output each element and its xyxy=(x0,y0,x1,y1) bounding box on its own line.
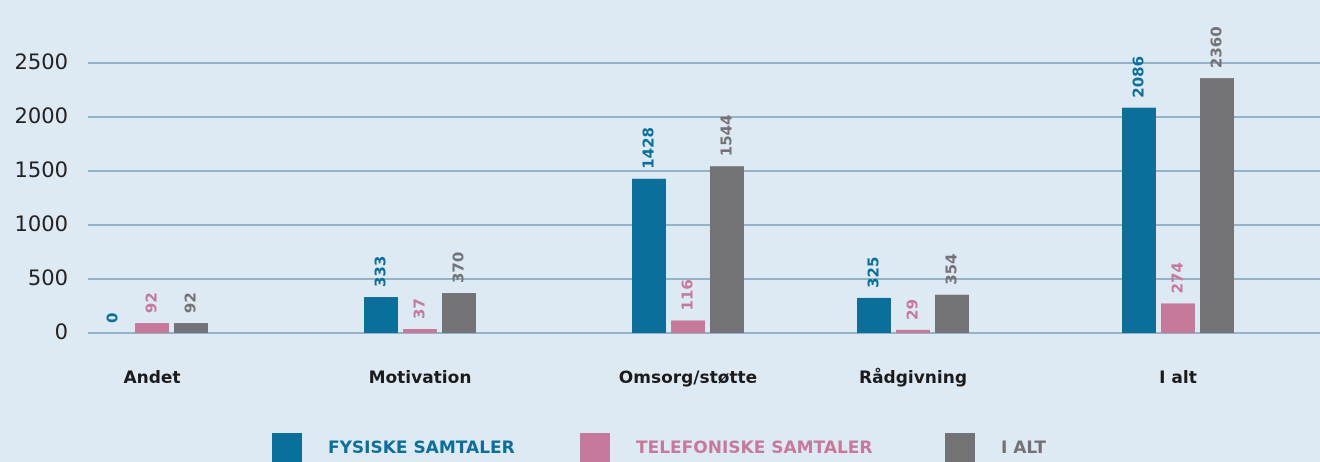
y-tick-label: 1000 xyxy=(15,212,68,236)
bar xyxy=(364,297,398,333)
bar xyxy=(671,320,705,333)
bar xyxy=(896,329,930,333)
bar xyxy=(1161,303,1195,333)
bar xyxy=(174,323,208,333)
value-label: 370 xyxy=(450,252,468,283)
value-label: 274 xyxy=(1169,262,1187,293)
x-tick-label: Rådgivning xyxy=(859,366,967,388)
bar xyxy=(1122,107,1156,333)
x-tick-label: Omsorg/støtte xyxy=(619,368,757,388)
x-tick-label: Motivation xyxy=(369,368,472,388)
value-label: 92 xyxy=(143,292,161,313)
value-label: 29 xyxy=(904,299,922,320)
value-label: 2086 xyxy=(1130,56,1148,98)
value-label: 116 xyxy=(679,279,697,310)
value-label: 333 xyxy=(372,256,390,287)
y-tick-label: 500 xyxy=(28,266,68,290)
y-tick-label: 1500 xyxy=(15,158,68,182)
value-label: 92 xyxy=(182,292,200,313)
y-tick-label: 2500 xyxy=(15,50,68,74)
bar xyxy=(857,297,891,333)
bar xyxy=(935,294,969,333)
bar xyxy=(710,166,744,333)
legend-label: I ALT xyxy=(1001,438,1046,458)
bar xyxy=(632,178,666,333)
x-tick-label: Andet xyxy=(123,368,180,388)
value-label: 1544 xyxy=(718,114,736,156)
legend-swatch xyxy=(580,433,610,462)
x-tick-label: I alt xyxy=(1159,368,1197,388)
legend-label: FYSISKE SAMTALER xyxy=(328,438,515,458)
value-label: 0 xyxy=(104,313,122,323)
bar xyxy=(1200,78,1234,334)
bar xyxy=(442,293,476,333)
bar xyxy=(135,323,169,333)
y-tick-label: 0 xyxy=(55,320,68,344)
legend-swatch xyxy=(272,433,302,462)
value-label: 2360 xyxy=(1208,26,1226,68)
value-label: 1428 xyxy=(640,127,658,169)
value-label: 354 xyxy=(943,253,961,284)
bar xyxy=(403,329,437,333)
legend-swatch xyxy=(945,433,975,462)
legend-label: TELEFONISKE SAMTALER xyxy=(636,438,873,458)
value-label: 37 xyxy=(411,298,429,319)
y-tick-label: 2000 xyxy=(15,104,68,128)
value-label: 325 xyxy=(865,257,883,288)
